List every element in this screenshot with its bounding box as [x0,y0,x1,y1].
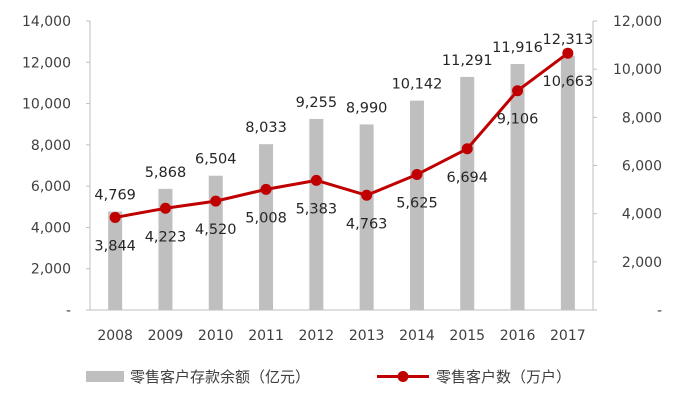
left-axis-tick-label: 4,000 [31,220,71,236]
left-axis-tick-label: 2,000 [31,262,71,278]
line-point [210,195,222,207]
x-axis-tick-label: 2015 [449,328,485,344]
bar [510,64,525,310]
line-data-label: 4,520 [195,222,237,238]
line-point [411,169,423,181]
left-axis-tick-label: 10,000 [22,97,71,113]
line-series [109,47,574,223]
line-data-label: 5,383 [296,201,338,217]
right-axis-tick-label: 12,000 [613,14,662,30]
left-axis-tick-label: 6,000 [31,179,71,195]
line-point [310,174,322,186]
x-axis-tick-label: 2009 [148,328,184,344]
right-axis-tick-label: 4,000 [622,207,662,223]
bar-data-label: 11,291 [442,53,493,69]
x-axis: 2008 2009 2010 2011 2012 2013 2014 2015 2016 2017 [90,309,593,344]
line-point [159,202,171,214]
bar-series [108,55,575,311]
line-data-label: 5,008 [245,210,287,226]
line-data-label: 9,106 [497,112,539,128]
legend-line-label: 零售客户数（万户） [436,368,571,386]
right-axis-tick-label: 10,000 [613,62,662,78]
x-axis-tick-label: 2012 [299,328,335,344]
bar-data-label: 6,504 [195,152,237,168]
x-axis-tick-label: 2008 [97,328,133,344]
bar [359,124,374,310]
line-point [260,183,272,195]
line-data-labels: 3,844 4,223 4,520 5,008 5,383 4,763 5,625 6,694… [94,74,593,254]
legend-line-marker [397,371,409,382]
left-axis-tick-label: 14,000 [22,14,71,30]
bar [560,55,575,311]
x-axis-tick-label: 2017 [550,328,586,344]
x-axis-tick-label: 2013 [349,328,385,344]
right-y-axis: - 2,000 4,000 6,000 8,000 10,000 12,000 [592,14,662,319]
bar-data-label: 11,916 [492,40,543,56]
right-axis-tick-label: 8,000 [622,110,662,126]
x-axis-tick-label: 2011 [248,328,284,344]
line-data-label: 4,763 [346,216,388,232]
right-axis-tick-label: 2,000 [622,255,662,271]
legend-bar-label: 零售客户存款余额（亿元） [130,368,310,386]
line-point [512,85,524,97]
bar-data-label: 8,990 [346,100,388,116]
line-path [114,51,569,219]
left-axis-tick-label: 8,000 [31,138,71,154]
line-data-label: 10,663 [542,74,593,90]
x-axis-tick-label: 2010 [198,328,234,344]
line-data-label: 6,694 [446,170,488,186]
line-point [109,211,121,223]
bar-data-label: 9,255 [296,95,338,111]
legend-bar-swatch [86,371,124,382]
bar [208,175,223,310]
bar [409,100,424,311]
bar [460,76,475,310]
bar-data-label: 8,033 [245,120,287,136]
line-data-label: 5,625 [396,196,438,212]
legend: 零售客户存款余额（亿元） 零售客户数（万户） [86,368,571,386]
bar-data-label: 4,769 [94,188,136,204]
line-point [461,143,473,155]
left-axis-tick-label: 12,000 [22,55,71,71]
x-axis-tick-label: 2014 [399,328,435,344]
bar-data-label: 12,313 [542,32,593,48]
bar [158,188,173,310]
bar-data-label: 5,868 [145,165,187,181]
bar [259,144,274,310]
x-axis-tick-label: 2016 [500,328,536,344]
bar-data-label: 10,142 [392,77,443,93]
line-data-label: 4,223 [145,229,187,245]
line-point [562,47,574,59]
right-axis-tick-label: 6,000 [622,159,662,175]
bar [309,118,324,311]
bar [108,211,123,310]
left-y-axis: - 2,000 4,000 6,000 8,000 10,000 12,000 14,000 [22,14,91,319]
left-axis-tick-label: - [66,303,71,319]
right-axis-tick-label: - [657,303,662,319]
line-data-label: 3,844 [94,238,136,254]
line-point [361,189,373,201]
